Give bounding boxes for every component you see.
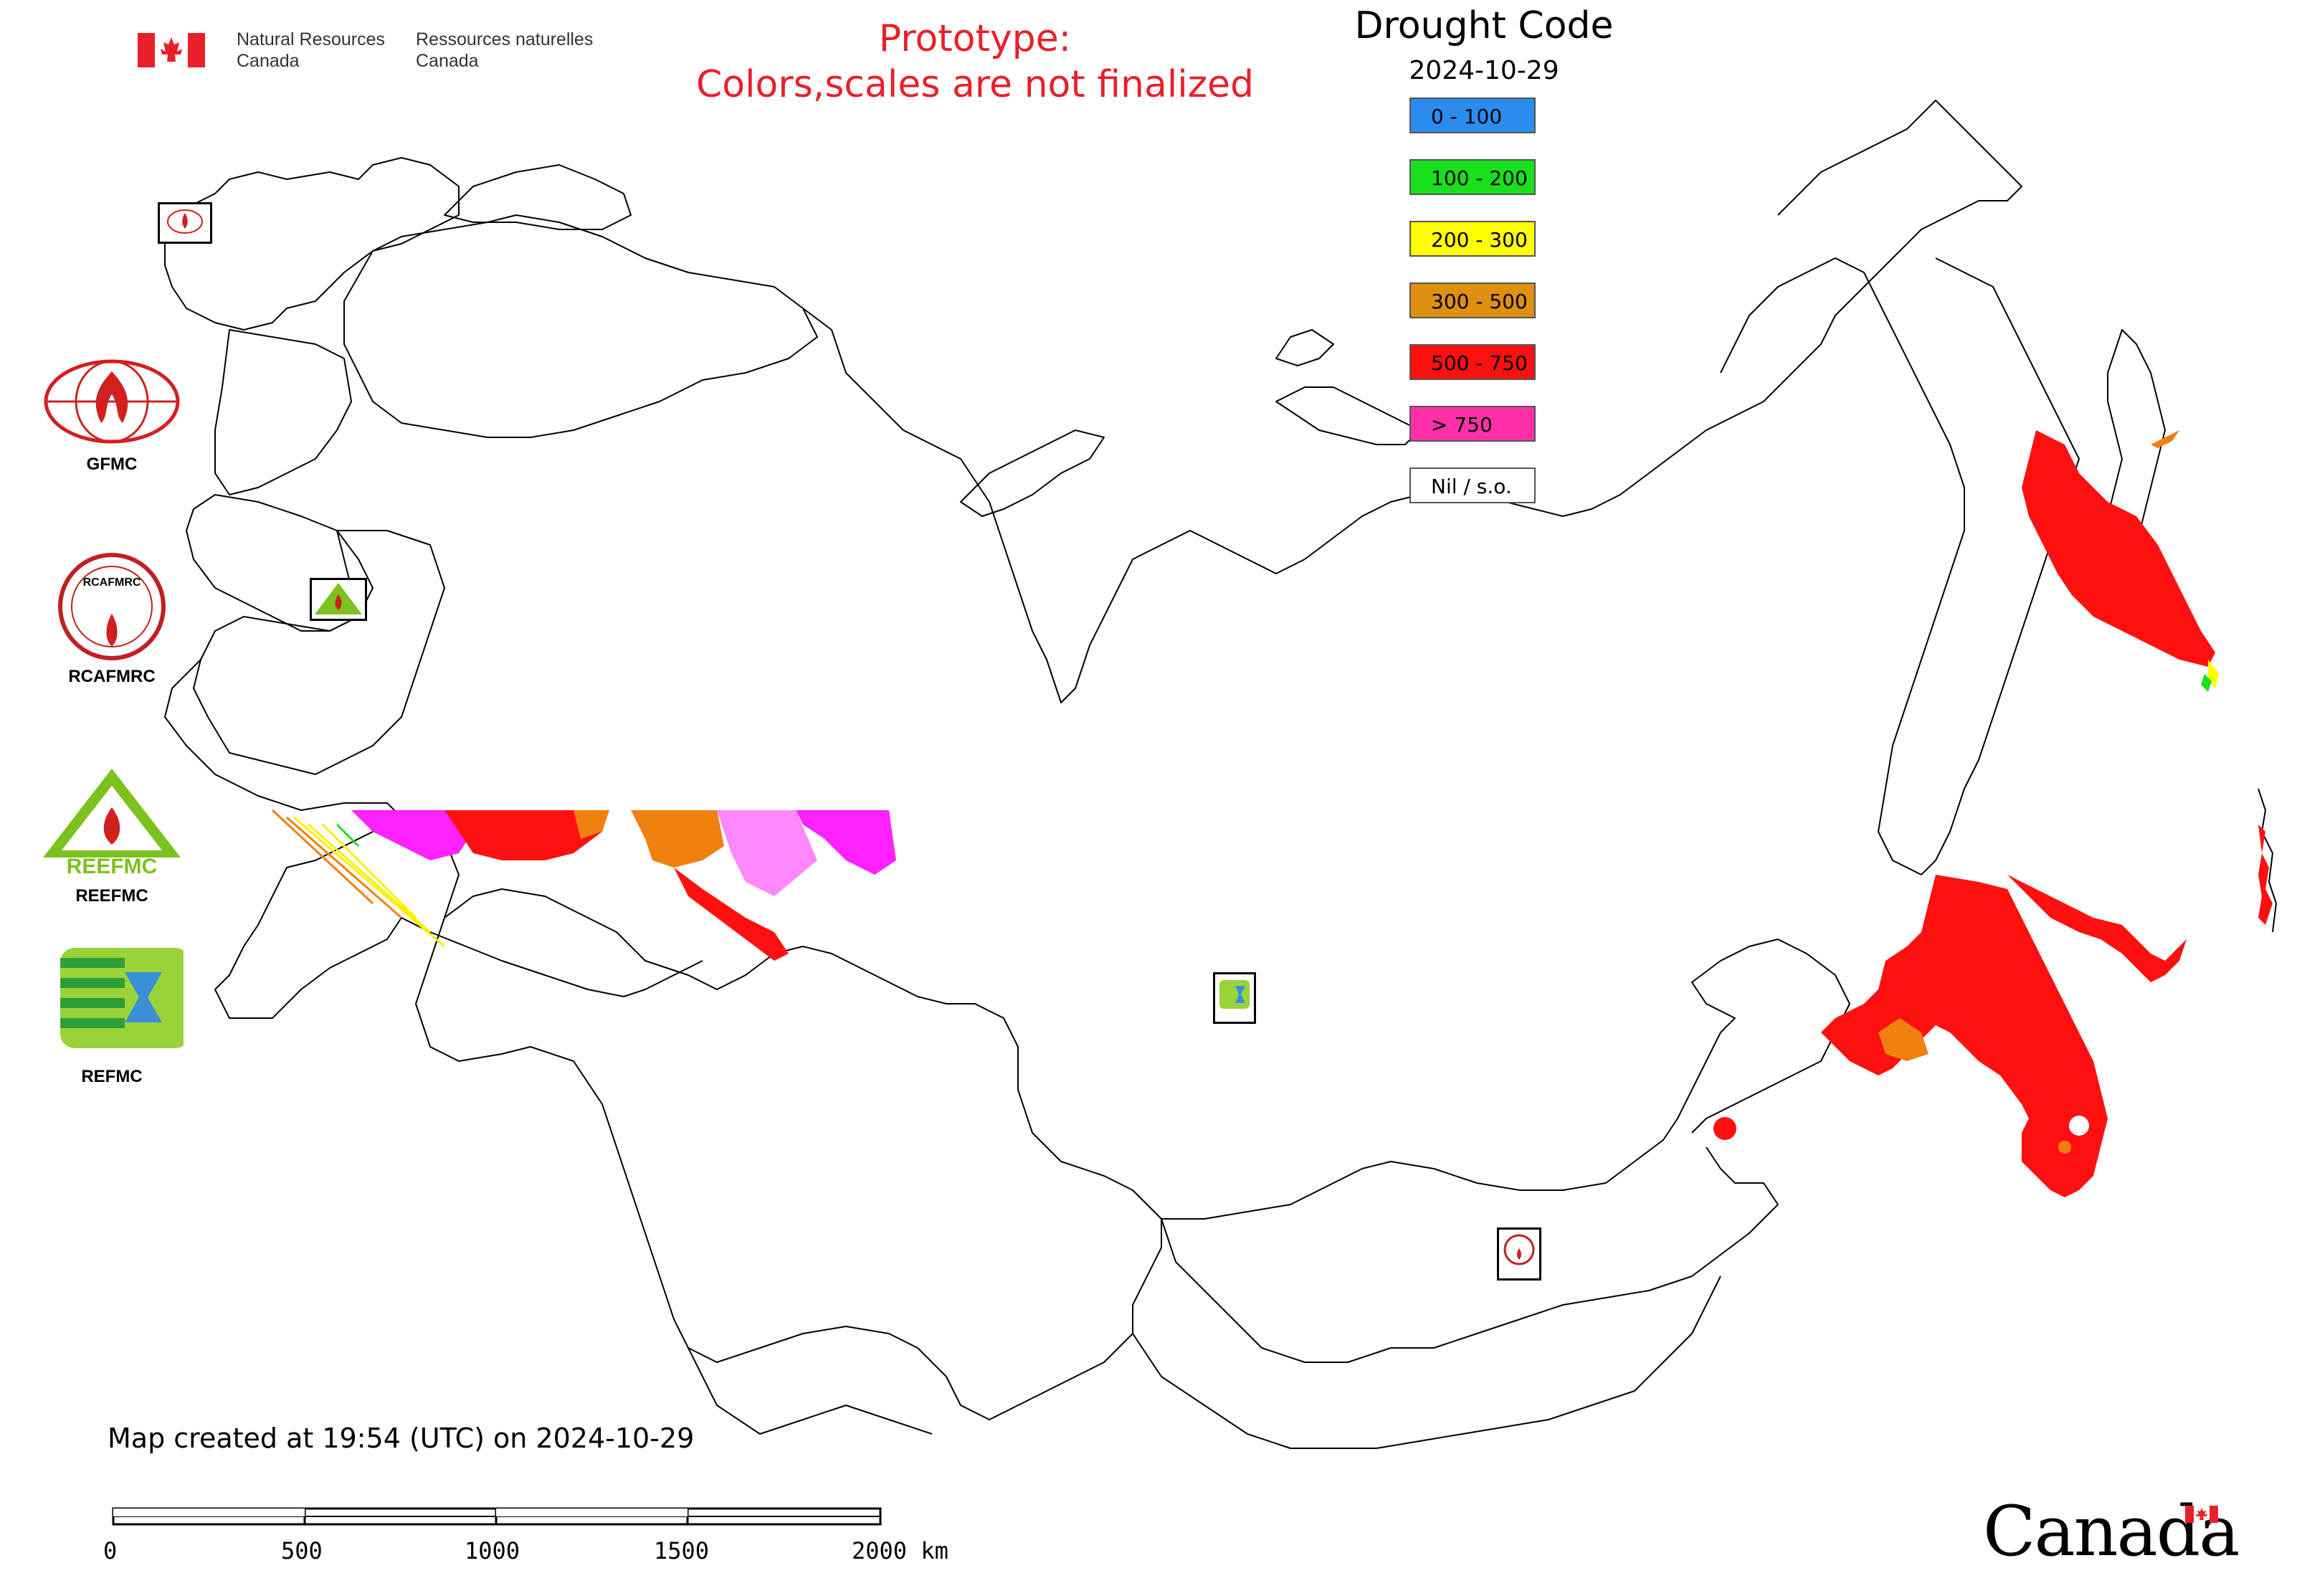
kamchatka-tip-green (2201, 674, 2212, 692)
rcafmrc-label: RCAFMRC (68, 667, 156, 686)
kazakhstan-outline (415, 917, 1162, 1420)
central-europe-outline (186, 494, 374, 632)
scale-label-2000: 2000 km (852, 1537, 948, 1564)
refmc-logo: REFMC (40, 944, 189, 1086)
kuril-red-fill (2258, 825, 2273, 925)
rcafmrc-logo: RCAFMRC RCAFMRC (40, 549, 184, 687)
legend-item-200-300: 200 - 300 (1409, 221, 1536, 257)
central-asia-south (688, 1347, 933, 1435)
reefmc-label: REEFMC (75, 886, 148, 906)
china-outline (1132, 1276, 1721, 1449)
org-fr-line1: Ressources naturelles (416, 29, 594, 49)
scandinavia-outline (164, 157, 460, 331)
southeast-europe-outline (164, 659, 402, 1019)
refmc-sigma-icon (60, 948, 189, 1048)
western-streak-band (271, 809, 896, 961)
prototype-line2: Colors,scales are not finalized (695, 63, 1255, 106)
scale-bar-graphic (112, 1507, 882, 1526)
org-name-fr: Ressources naturelles Canada (416, 29, 593, 72)
primorye-orange-patch (1878, 1018, 1928, 1061)
streak-magenta-east (796, 810, 896, 875)
streak-green-line (336, 823, 360, 847)
map-created-timestamp: Map created at 19:54 (UTC) on 2024-10-29 (108, 1422, 695, 1454)
baltic-region-outline (214, 329, 352, 495)
legend-label: Nil / s.o. (1431, 475, 1512, 498)
org-en-line2: Canada (237, 51, 300, 71)
turkey-caucasus-outline (401, 917, 703, 997)
legend-label: 300 - 500 (1431, 290, 1528, 313)
scale-label-500: 500 (281, 1537, 323, 1564)
kamchatka-red-fill (2022, 430, 2215, 667)
legend-label: 0 - 100 (1431, 105, 1503, 128)
prototype-notice: Prototype: Colors,scales are not finaliz… (631, 16, 1319, 108)
finland-karelia-outline (343, 214, 818, 438)
novaya-zemlya (960, 429, 1105, 517)
legend-title: Drought Code (1354, 4, 1614, 47)
far-east-drought-fills (1713, 430, 2273, 1197)
legend-item-100-200: 100 - 200 (1409, 159, 1536, 195)
streak-red-east (674, 868, 789, 961)
rcafmrc-seal-icon (58, 553, 166, 660)
streak-pink-east (717, 810, 817, 896)
streak-red-west (444, 810, 602, 860)
scale-label-1500: 1500 (654, 1537, 710, 1564)
belarus-ukraine-outline (193, 530, 445, 775)
refmc-map-marker-icon (1213, 972, 1256, 1024)
mongolia-outline (1161, 1146, 1779, 1363)
legend-item-nil: Nil / s.o. (1409, 467, 1536, 503)
org-en-line1: Natural Resources (237, 29, 386, 49)
canada-wordmark: Canada (1983, 1491, 2240, 1572)
gfmc-map-marker-icon (158, 202, 212, 244)
primorye-red-fill (1821, 875, 2108, 1197)
legend-label: 200 - 300 (1431, 228, 1528, 252)
gfmc-logo: GFMC (40, 358, 184, 475)
kola-peninsula-outline (444, 164, 632, 230)
reefmc-triangle-icon (40, 769, 184, 876)
primorye-white-spot (2069, 1116, 2089, 1136)
streak-orange-2 (631, 810, 724, 868)
arctic-coast (802, 308, 1764, 703)
chukotka-outline (1763, 100, 2022, 402)
primorye-orange-spot (2058, 1141, 2071, 1154)
gfmc-label: GFMC (86, 455, 138, 474)
legend-label: 100 - 200 (1431, 166, 1528, 190)
refmc-label: REFMC (81, 1067, 143, 1086)
streak-yellow (293, 816, 445, 948)
kuril-islands (2258, 788, 2277, 933)
legend-item-300-500: 300 - 500 (1409, 282, 1536, 318)
reefmc-map-marker-icon (310, 578, 367, 621)
reefmc-badge-text: REEFMC (66, 855, 158, 878)
scale-label-0: 0 (103, 1537, 118, 1564)
okhotsk-coast (1720, 257, 1965, 875)
legend-item-0-100: 0 - 100 (1409, 98, 1536, 133)
gfmc-globe-icon (44, 359, 180, 444)
org-name-en: Natural Resources Canada (237, 29, 385, 72)
okhotsk-island-fill (2151, 430, 2179, 448)
legend-date: 2024-10-29 (1409, 56, 1559, 85)
severnaya-zemlya (1275, 329, 1334, 366)
canada-flag-icon (138, 33, 205, 67)
rcafmrc-badge-text: RCAFMRC (82, 576, 141, 589)
amur-coast (1691, 939, 1850, 1134)
scale-bar (112, 1506, 886, 1530)
khabarovsk-red-fill (2007, 875, 2187, 982)
legend-label: > 750 (1431, 413, 1493, 437)
streak-orange-west (574, 810, 609, 839)
taymyr-outline (1275, 386, 1420, 445)
baikal-red-spot (1713, 1117, 1736, 1140)
rcafmrc-map-marker-icon (1497, 1227, 1541, 1281)
legend-label: 500 - 750 (1431, 351, 1528, 375)
russia-south-border (401, 817, 1779, 1220)
legend-item-over-750: > 750 (1409, 406, 1536, 442)
legend-item-500-750: 500 - 750 (1409, 344, 1536, 380)
prototype-line1: Prototype: (878, 17, 1072, 60)
scale-label-1000: 1000 (465, 1537, 520, 1564)
canada-wordmark-flag-icon (2185, 1506, 2218, 1526)
reefmc-logo: REEFMC (40, 764, 184, 882)
streak-magenta (351, 810, 473, 860)
streak-orange-lines (271, 809, 402, 919)
org-fr-line2: Canada (416, 51, 479, 71)
